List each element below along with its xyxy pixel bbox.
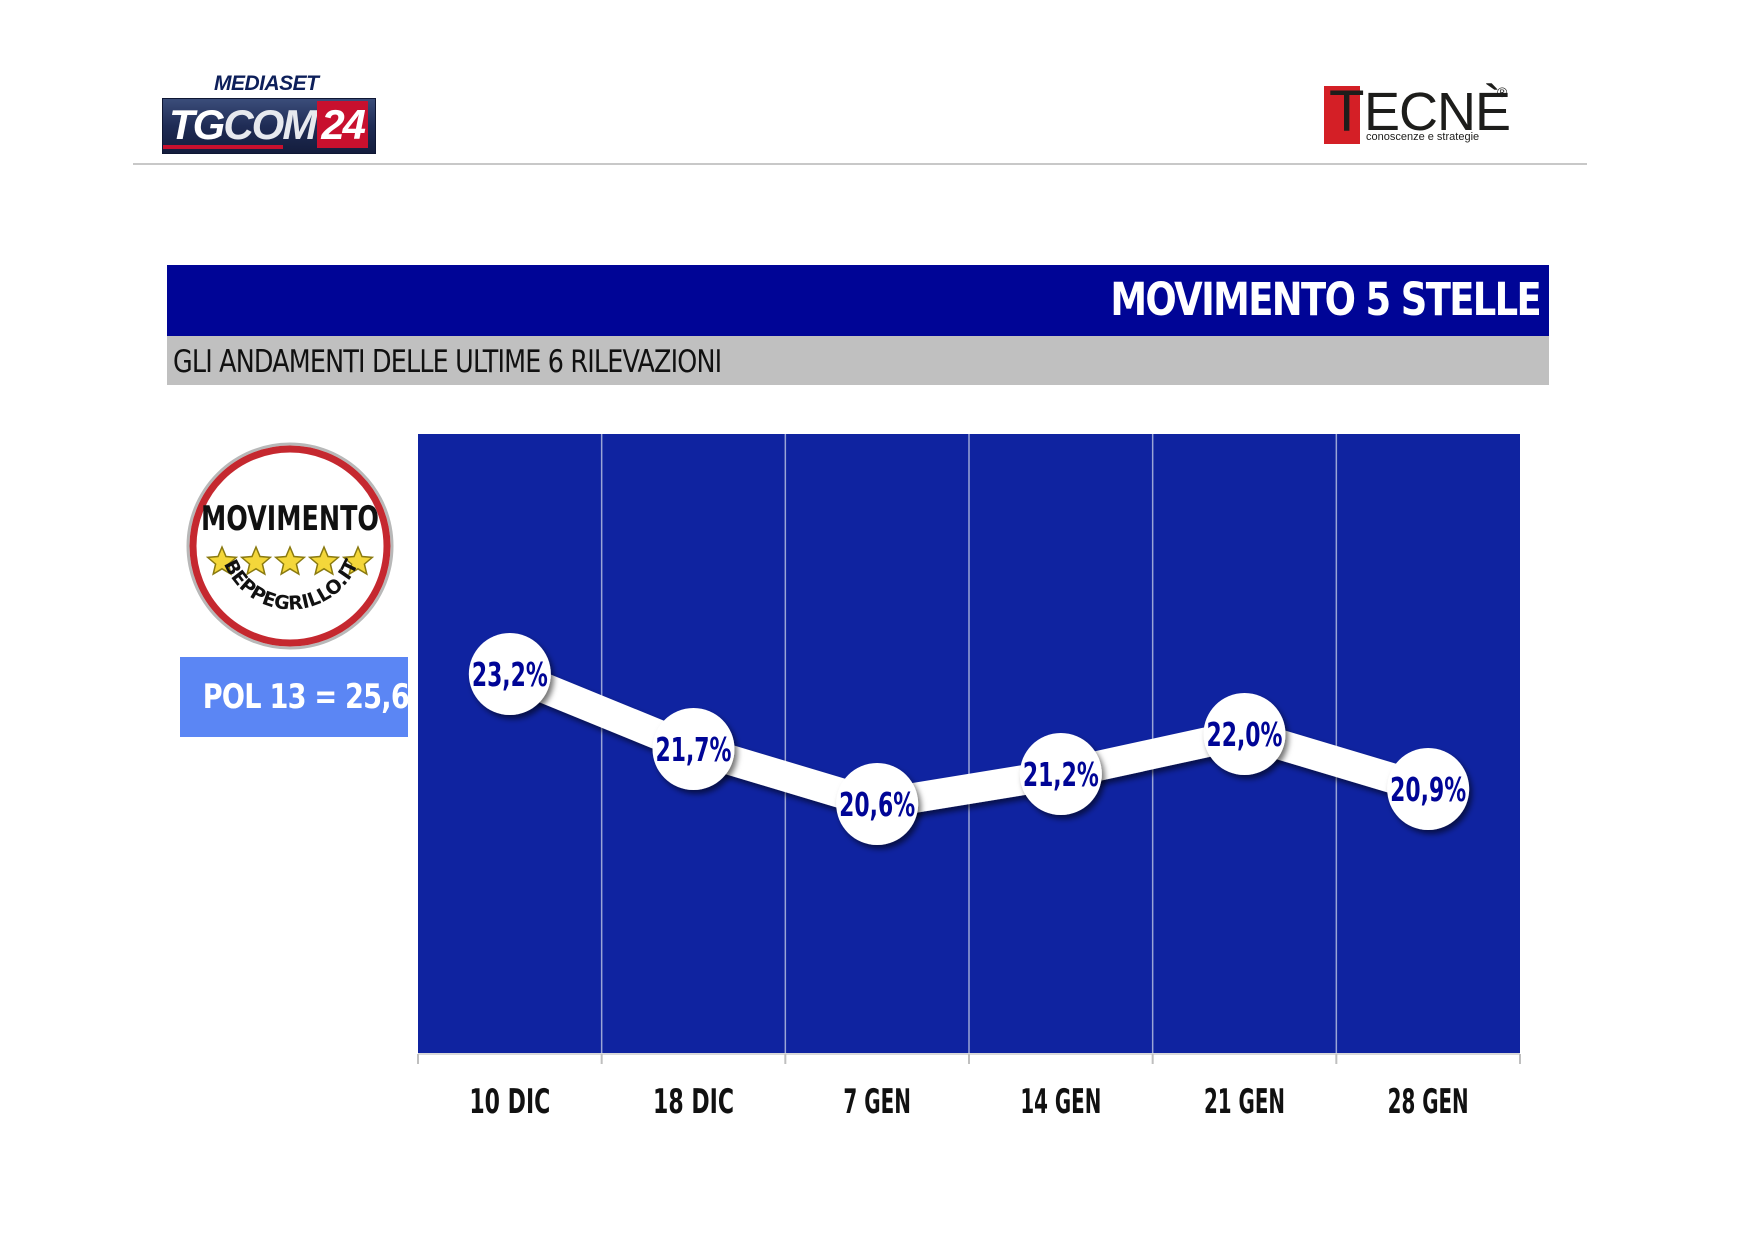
data-label: 23,2% <box>472 655 548 694</box>
x-axis-labels: 10 DIC 18 DIC 7 GEN 14 GEN 21 GEN 28 GEN <box>469 1082 1468 1122</box>
x-tick-label: 14 GEN <box>1020 1082 1101 1122</box>
com-text: COM <box>223 101 317 148</box>
data-point <box>1019 733 1102 815</box>
num-24-text: 24 <box>317 101 369 148</box>
subtitle-band: GLI ANDAMENTI DELLE ULTIME 6 RILEVAZIONI <box>167 336 1549 385</box>
tecne-red-square <box>1324 86 1360 144</box>
pol-13-label: POL 13 = 25,6% <box>202 677 436 717</box>
data-label: 21,7% <box>656 730 732 769</box>
data-point <box>652 708 735 790</box>
tecne-tagline: conoscenze e strategie <box>1366 131 1480 143</box>
header-divider <box>133 163 1587 165</box>
mediaset-brand: MEDIASET <box>214 72 319 95</box>
tecne-name: ECNÈ <box>1364 82 1511 142</box>
emblem-star <box>341 545 375 576</box>
x-tick-label: 7 GEN <box>843 1082 911 1122</box>
tgcom-red-bar <box>163 145 283 149</box>
tgcom-box: TGCOM 24 <box>162 98 376 154</box>
data-points: 23,2% 21,7% 20,6% 21,2% 22,0% 20,9% <box>468 633 1470 845</box>
emblem-stars <box>205 545 375 576</box>
x-tick-label: 18 DIC <box>653 1082 734 1122</box>
data-label: 21,2% <box>1023 755 1099 794</box>
data-point <box>1387 748 1470 830</box>
title-band: MOVIMENTO 5 STELLE <box>167 265 1549 336</box>
emblem-star <box>273 545 307 576</box>
data-point <box>468 633 551 715</box>
x-axis-ticks <box>417 1054 1521 1064</box>
trend-line-chart: 23,2% 21,7% 20,6% 21,2% 22,0% 20,9% 10 DIC 18 … <box>417 434 1521 1122</box>
data-point <box>836 763 919 845</box>
data-point <box>1203 693 1286 775</box>
tg-text: TG <box>169 101 225 148</box>
data-label: 22,0% <box>1207 715 1283 754</box>
emblem-star <box>307 545 341 576</box>
emblem-star <box>205 545 239 576</box>
data-label: 20,9% <box>1390 770 1466 809</box>
pol-13-box: POL 13 = 25,6% <box>180 657 436 737</box>
vertical-gridlines <box>600 434 1338 1054</box>
emblem-star <box>239 545 273 576</box>
x-tick-label: 28 GEN <box>1388 1082 1469 1122</box>
emblem-top-text: MOVIMENTO <box>201 499 379 539</box>
x-tick-label: 21 GEN <box>1204 1082 1285 1122</box>
movimento-5-stelle-emblem: MOVIMENTO BEPPEGRILLO.IT <box>186 442 394 650</box>
tgcom24-logo: MEDIASET TGCOM 24 <box>162 72 376 154</box>
tecne-logo: T ECNÈ ® conoscenze e strategie <box>1324 79 1514 148</box>
tecne-initial: T <box>1329 79 1365 144</box>
page-title: MOVIMENTO 5 STELLE <box>1110 273 1541 326</box>
page-subtitle: GLI ANDAMENTI DELLE ULTIME 6 RILEVAZIONI <box>173 344 722 380</box>
x-tick-label: 10 DIC <box>469 1082 550 1122</box>
tgcom-wordmark: TGCOM 24 <box>169 101 369 149</box>
data-label: 20,6% <box>839 785 915 824</box>
registered-mark: ® <box>1497 84 1508 100</box>
